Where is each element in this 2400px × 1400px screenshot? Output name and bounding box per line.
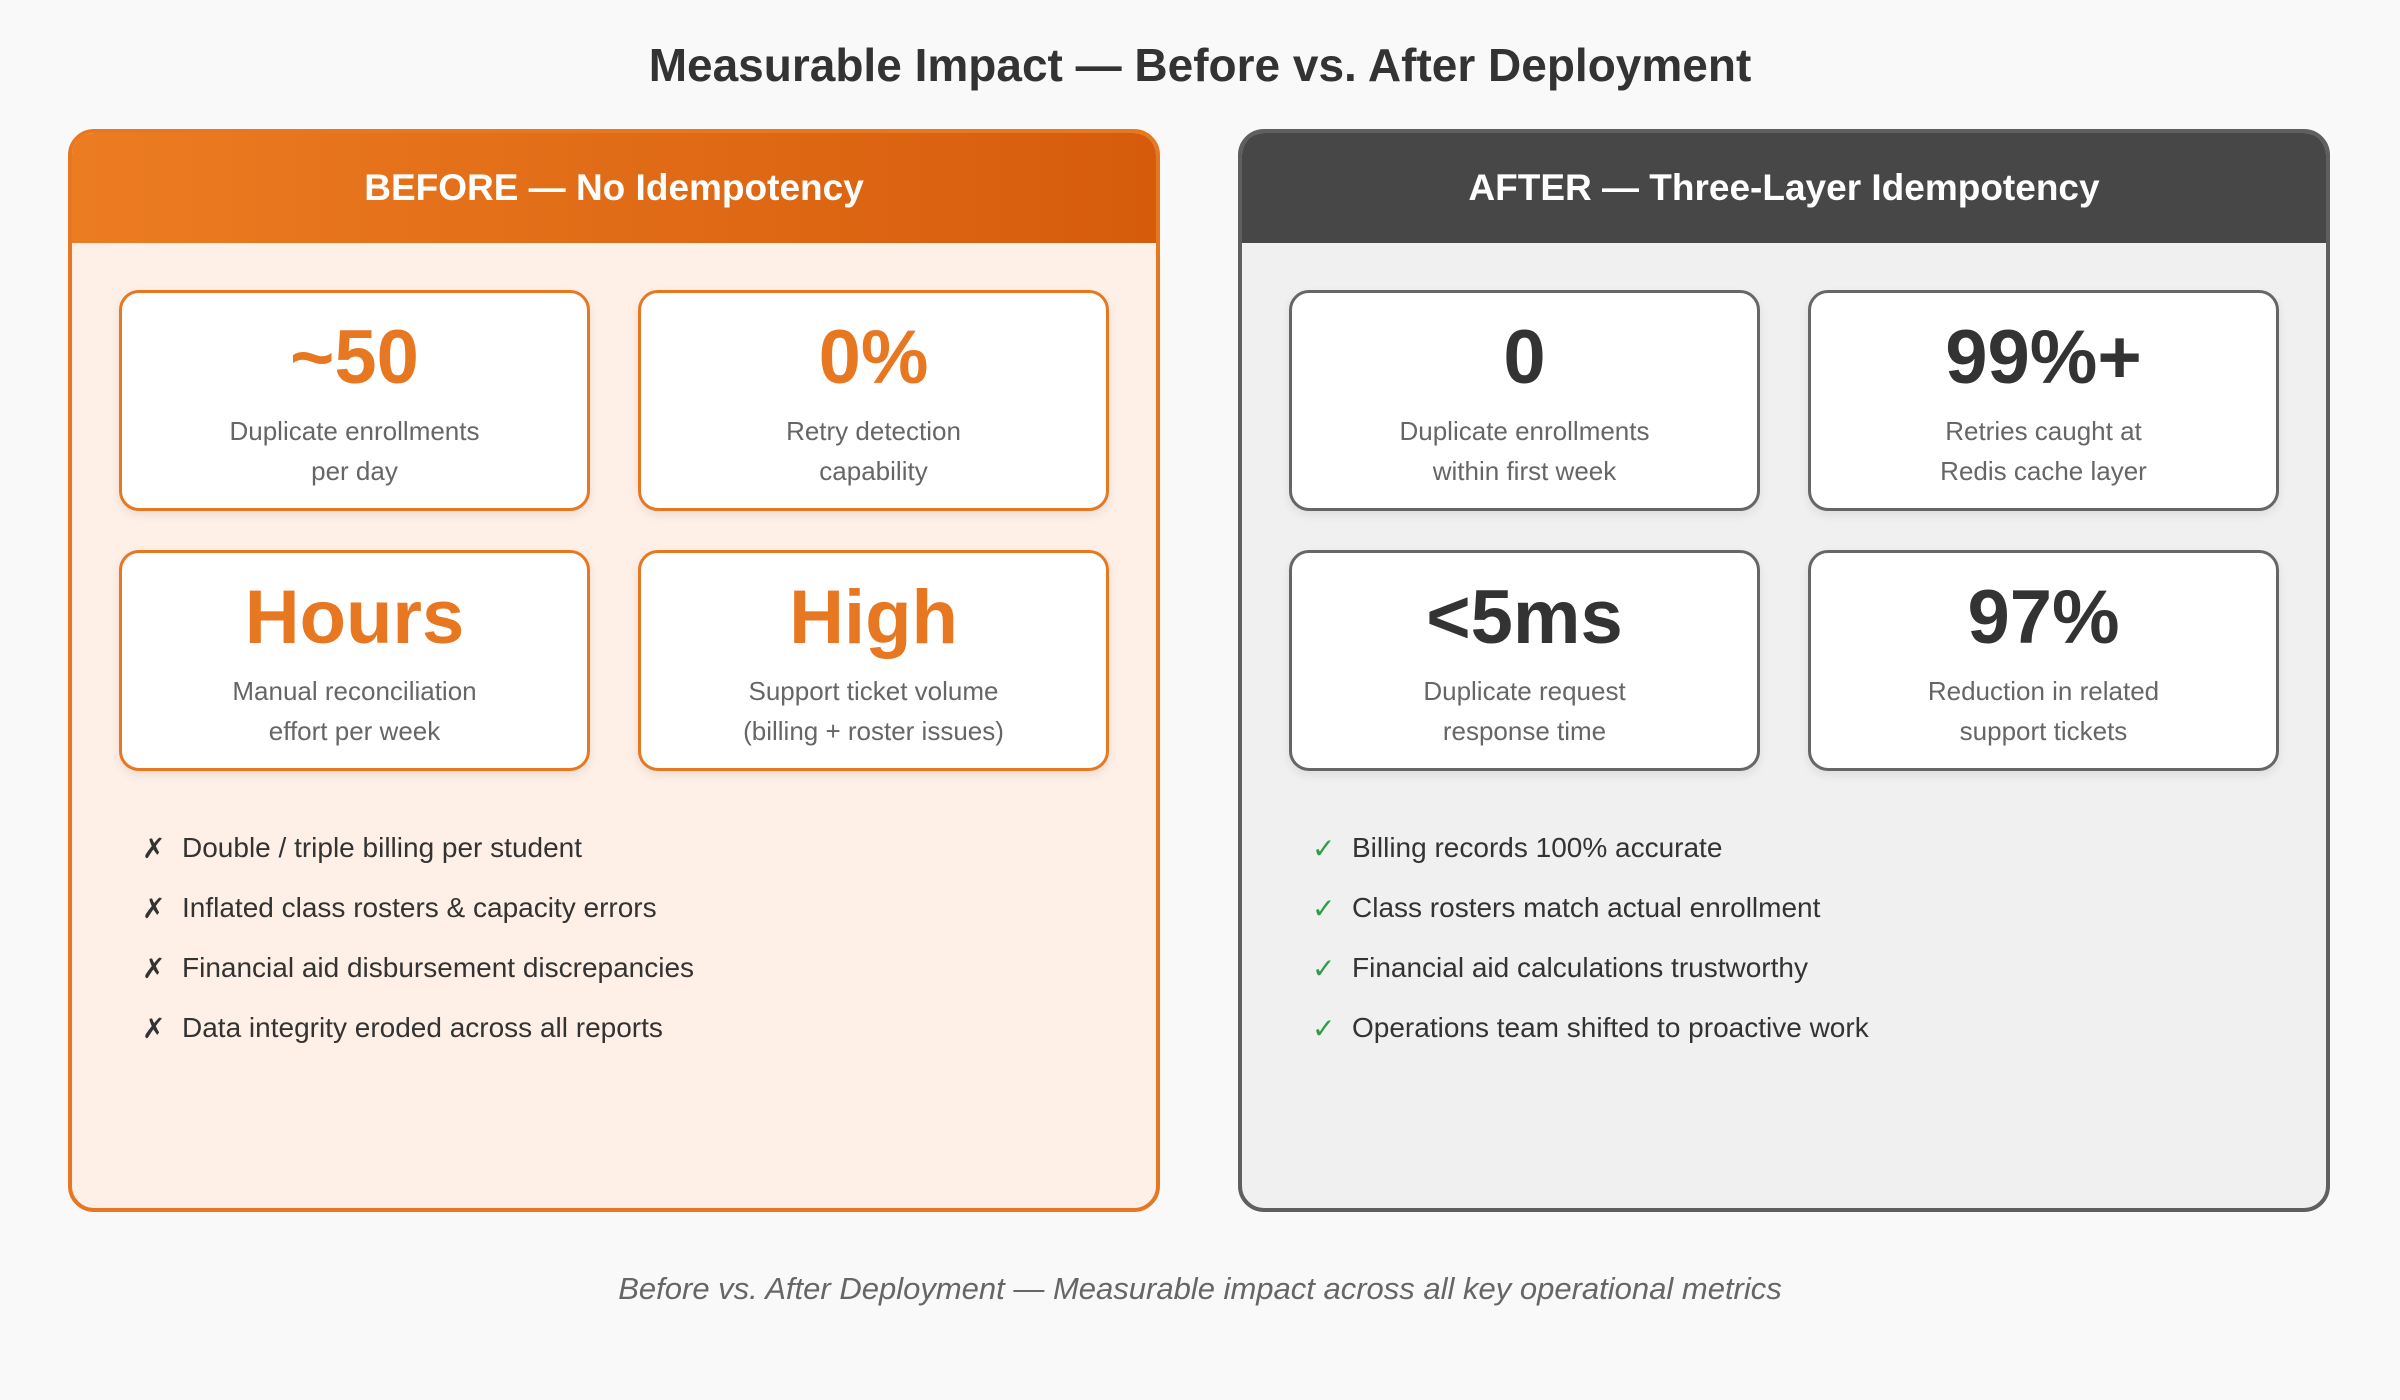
check-icon: ✓ — [1312, 1012, 1336, 1044]
before-metric-card: ~50 Duplicate enrollments per day — [119, 290, 590, 511]
cross-icon: ✗ — [142, 892, 166, 924]
before-metric-card: High Support ticket volume (billing + ro… — [638, 550, 1109, 771]
metric-label: Reduction in related support tickets — [1927, 676, 2160, 746]
list-item: ✓ Financial aid calculations trustworthy — [1312, 938, 1869, 998]
metric-label: Support ticket volume (billing + roster … — [743, 676, 1004, 746]
list-item-text: Operations team shifted to proactive wor… — [1352, 1012, 1869, 1043]
before-panel-header: BEFORE — No Idempotency — [72, 133, 1156, 243]
metric-label: Retries caught at Redis cache layer — [1940, 416, 2147, 486]
before-panel: BEFORE — No Idempotency ~50 Duplicate en… — [68, 129, 1160, 1212]
metric-value: 0 — [1503, 315, 1546, 400]
cross-icon: ✗ — [142, 832, 166, 864]
check-icon: ✓ — [1312, 832, 1336, 864]
list-item-text: Financial aid disbursement discrepancies — [182, 952, 695, 983]
list-item: ✗ Data integrity eroded across all repor… — [142, 998, 694, 1058]
list-item: ✓ Operations team shifted to proactive w… — [1312, 998, 1869, 1058]
metric-label: Retry detection capability — [786, 416, 961, 486]
before-metric-card: Hours Manual reconciliation effort per w… — [119, 550, 590, 771]
list-item-text: Double / triple billing per student — [182, 832, 583, 863]
list-item-text: Financial aid calculations trustworthy — [1352, 952, 1808, 983]
after-metric-card: <5ms Duplicate request response time — [1289, 550, 1760, 771]
before-bullet-list: ✗ Double / triple billing per student ✗ … — [142, 818, 694, 1058]
after-metric-card: 0 Duplicate enrollments within first wee… — [1289, 290, 1760, 511]
metric-label: Duplicate request response time — [1423, 676, 1626, 746]
list-item: ✗ Inflated class rosters & capacity erro… — [142, 878, 694, 938]
before-metric-card: 0% Retry detection capability — [638, 290, 1109, 511]
list-item: ✗ Double / triple billing per student — [142, 818, 694, 878]
metric-label: Duplicate enrollments within first week — [1399, 416, 1650, 486]
list-item: ✓ Class rosters match actual enrollment — [1312, 878, 1869, 938]
metric-value: 0% — [818, 315, 929, 400]
after-panel-header: AFTER — Three-Layer Idempotency — [1242, 133, 2326, 243]
page-title: Measurable Impact — Before vs. After Dep… — [648, 39, 1752, 91]
metric-value: High — [789, 575, 958, 660]
metric-label: Manual reconciliation effort per week — [232, 676, 477, 746]
metric-value: Hours — [244, 575, 465, 660]
list-item-text: Inflated class rosters & capacity errors — [182, 892, 657, 923]
cross-icon: ✗ — [142, 952, 166, 984]
figure-caption: Before vs. After Deployment — Measurable… — [618, 1271, 1782, 1306]
metric-label: Duplicate enrollments per day — [229, 416, 480, 486]
list-item: ✗ Financial aid disbursement discrepanci… — [142, 938, 694, 998]
after-panel: AFTER — Three-Layer Idempotency 0 Duplic… — [1238, 129, 2330, 1212]
after-metric-card: 97% Reduction in related support tickets — [1808, 550, 2279, 771]
cross-icon: ✗ — [142, 1012, 166, 1044]
metric-value: 97% — [1967, 575, 2120, 660]
before-metrics-grid: ~50 Duplicate enrollments per day 0% Ret… — [119, 290, 1109, 771]
list-item: ✓ Billing records 100% accurate — [1312, 818, 1869, 878]
list-item-text: Class rosters match actual enrollment — [1352, 892, 1821, 923]
after-metric-card: 99%+ Retries caught at Redis cache layer — [1808, 290, 2279, 511]
after-metrics-grid: 0 Duplicate enrollments within first wee… — [1289, 290, 2279, 771]
metric-value: 99%+ — [1945, 315, 2142, 400]
check-icon: ✓ — [1312, 952, 1336, 984]
list-item-text: Billing records 100% accurate — [1352, 832, 1723, 863]
after-bullet-list: ✓ Billing records 100% accurate ✓ Class … — [1312, 818, 1869, 1058]
metric-value: <5ms — [1426, 575, 1623, 660]
check-icon: ✓ — [1312, 892, 1336, 924]
metric-value: ~50 — [290, 315, 419, 400]
list-item-text: Data integrity eroded across all reports — [182, 1012, 663, 1043]
